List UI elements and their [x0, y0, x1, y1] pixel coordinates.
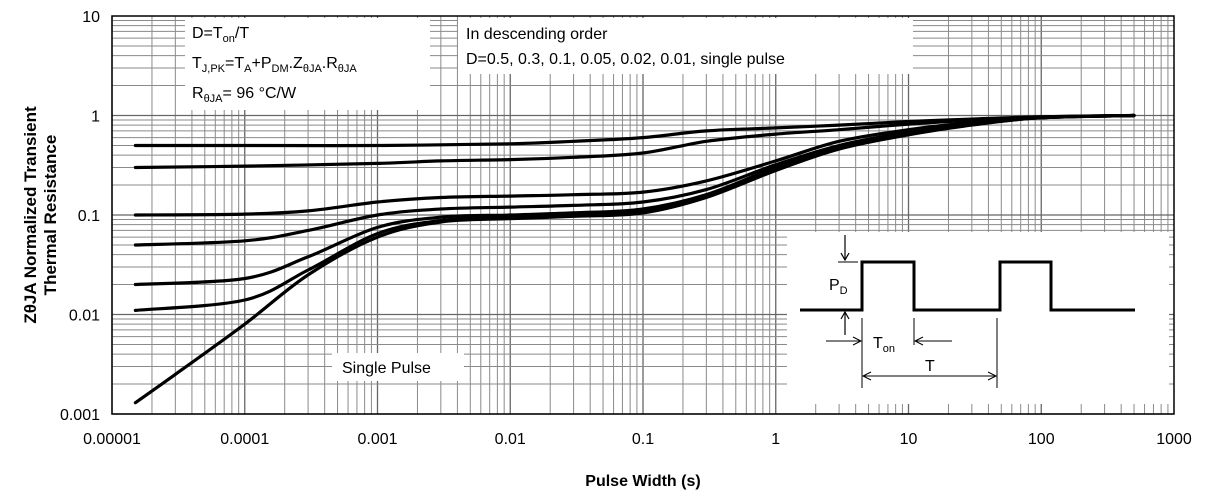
- y-tick-label: 0.01: [69, 308, 100, 325]
- order-line1: In descending order: [466, 26, 608, 43]
- x-tick-label: 10: [900, 431, 918, 448]
- pd-label: PD: [829, 277, 848, 297]
- single-pulse-label: Single Pulse: [332, 353, 464, 381]
- x-tick-label: 1: [771, 431, 780, 448]
- svg-text:RθJA= 96 °C/W: RθJA= 96 °C/W: [192, 85, 297, 105]
- formula-line3: R: [192, 85, 204, 102]
- pulse-diagram-inset: PD Ton T: [787, 232, 1169, 404]
- x-tick-label: 0.01: [495, 431, 526, 448]
- x-tick-label: 1000: [1156, 431, 1192, 448]
- series-line: [133, 113, 1136, 170]
- y-axis-label-line2: Thermal Resistance: [41, 135, 60, 296]
- formula-line1: D=T: [192, 25, 223, 42]
- y-tick-labels: 0.001 0.01 0.1 1 10: [60, 9, 100, 424]
- svg-text:D=Ton/T: D=Ton/T: [192, 25, 249, 45]
- y-tick-label: 0.1: [78, 208, 100, 225]
- formula-box: D=Ton/T TJ,PK=TA+PDM.ZθJA.RθJA RθJA= 96 …: [185, 18, 430, 110]
- y-tick-label: 10: [82, 9, 100, 26]
- y-axis-label-line1: ZθJA Normalized Transient: [21, 106, 40, 324]
- x-tick-label: 0.1: [632, 431, 654, 448]
- svg-text:Single Pulse: Single Pulse: [342, 360, 431, 377]
- order-line2: D=0.5, 0.3, 0.1, 0.05, 0.02, 0.01, singl…: [466, 51, 785, 68]
- ton-label: Ton: [873, 335, 895, 355]
- series-line: [133, 113, 1136, 405]
- svg-text:TJ,PK=TA+PDM.ZθJA.RθJA: TJ,PK=TA+PDM.ZθJA.RθJA: [192, 55, 357, 75]
- t-label: T: [925, 358, 935, 375]
- x-tick-label: 0.00001: [83, 431, 141, 448]
- y-tick-label: 1: [91, 109, 100, 126]
- x-tick-labels: 0.00001 0.0001 0.001 0.01 0.1 1 10 100 1000: [83, 431, 1192, 448]
- order-box: In descending order D=0.5, 0.3, 0.1, 0.0…: [458, 18, 913, 74]
- y-tick-label: 0.001: [60, 407, 100, 424]
- curves: [133, 113, 1136, 405]
- formula-line2: T: [192, 55, 202, 72]
- x-axis-label: Pulse Width (s): [585, 473, 700, 490]
- x-tick-label: 100: [1028, 431, 1055, 448]
- plot-frame: [111, 15, 1175, 415]
- x-tick-label: 0.0001: [220, 431, 269, 448]
- x-tick-label: 0.001: [357, 431, 397, 448]
- pulse-waveform: [800, 260, 1135, 312]
